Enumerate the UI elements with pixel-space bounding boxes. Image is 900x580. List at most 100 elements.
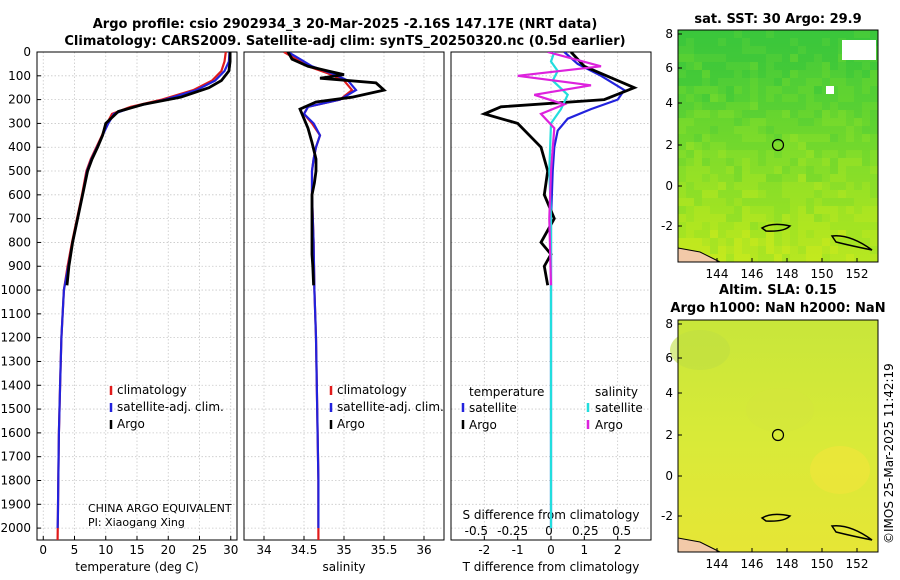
sst-pixel	[726, 118, 734, 126]
sst-pixel	[718, 62, 726, 70]
map-x-tick-label: 146	[741, 267, 764, 281]
sst-pixel	[798, 190, 806, 198]
sst-pixel	[774, 174, 782, 182]
sst-pixel	[798, 230, 806, 238]
sst-pixel	[822, 62, 830, 70]
sst-pixel	[806, 62, 814, 70]
sst-pixel	[790, 190, 798, 198]
sst-pixel	[830, 126, 838, 134]
sst-pixel	[774, 214, 782, 222]
sst-pixel	[726, 78, 734, 86]
sst-pixel	[790, 110, 798, 118]
sst-pixel	[790, 142, 798, 150]
sst-pixel	[822, 30, 830, 38]
sst-pixel	[694, 246, 702, 254]
sst-pixel	[702, 38, 710, 46]
sst-pixel	[734, 206, 742, 214]
sst-pixel	[870, 94, 878, 102]
sst-pixel	[718, 70, 726, 78]
sst-pixel	[686, 86, 694, 94]
sst-pixel	[814, 38, 822, 46]
sst-pixel	[854, 158, 862, 166]
sst-pixel	[734, 182, 742, 190]
sst-pixel	[742, 134, 750, 142]
map-x-tick-label: 144	[706, 557, 729, 571]
sst-pixel	[742, 190, 750, 198]
legend-label: climatology	[337, 383, 407, 397]
sst-pixel	[822, 110, 830, 118]
sst-pixel	[742, 46, 750, 54]
sst-pixel	[862, 70, 870, 78]
sst-pixel	[822, 126, 830, 134]
sst-pixel	[686, 38, 694, 46]
y-tick-label: 500	[8, 164, 31, 178]
sst-pixel	[870, 166, 878, 174]
sst-pixel	[838, 182, 846, 190]
sst-pixel	[686, 54, 694, 62]
sst-pixel	[846, 254, 854, 262]
sst-pixel	[822, 102, 830, 110]
sst-pixel	[790, 78, 798, 86]
sst-pixel	[814, 158, 822, 166]
sst-pixel	[870, 182, 878, 190]
y-tick-label: 1300	[0, 354, 31, 368]
sst-pixel	[774, 86, 782, 94]
sst-pixel	[814, 166, 822, 174]
sst-pixel	[870, 198, 878, 206]
sst-pixel	[710, 150, 718, 158]
sst-pixel	[742, 158, 750, 166]
sst-pixel	[846, 70, 854, 78]
legend-label: satellite	[469, 401, 517, 415]
sst-pixel	[854, 94, 862, 102]
legend-label: satellite-adj. clim.	[117, 400, 224, 414]
sst-pixel	[718, 102, 726, 110]
sst-pixel	[862, 118, 870, 126]
pi-label: PI: Xiaogang Xing	[88, 516, 185, 529]
sst-pixel	[694, 54, 702, 62]
sst-pixel	[846, 118, 854, 126]
sst-pixel	[742, 238, 750, 246]
sst-pixel	[838, 206, 846, 214]
map-x-tick-label: 148	[776, 267, 799, 281]
sst-pixel	[774, 230, 782, 238]
sst-pixel	[814, 246, 822, 254]
sst-pixel	[758, 214, 766, 222]
map-y-tick-label: 8	[665, 27, 673, 41]
sst-pixel	[838, 166, 846, 174]
sst-pixel	[710, 142, 718, 150]
sst-pixel	[806, 126, 814, 134]
sst-pixel	[750, 38, 758, 46]
sst-pixel	[854, 166, 862, 174]
sst-pixel	[798, 102, 806, 110]
x-tick-label: 5	[71, 543, 79, 557]
sst-pixel	[694, 102, 702, 110]
sst-pixel	[766, 30, 774, 38]
sst-pixel	[862, 222, 870, 230]
sst-pixel	[846, 206, 854, 214]
sst-pixel	[686, 166, 694, 174]
sst-pixel	[750, 230, 758, 238]
sst-pixel	[702, 198, 710, 206]
sst-pixel	[726, 150, 734, 158]
sst-pixel	[862, 62, 870, 70]
sst-pixel	[758, 182, 766, 190]
sst-pixel	[854, 126, 862, 134]
sst-pixel	[710, 158, 718, 166]
x-tick-label: 10	[98, 543, 113, 557]
sst-pixel	[718, 134, 726, 142]
sst-pixel	[830, 190, 838, 198]
sst-pixel	[774, 190, 782, 198]
sst-pixel	[838, 62, 846, 70]
sst-pixel	[742, 110, 750, 118]
sst-pixel	[774, 182, 782, 190]
sst-pixel	[846, 214, 854, 222]
sst-pixel	[766, 62, 774, 70]
sst-pixel	[854, 182, 862, 190]
imos-timestamp: ©IMOS 25-Mar-2025 11:42:19	[882, 363, 896, 544]
sst-coastline	[830, 235, 873, 251]
sst-pixel	[806, 30, 814, 38]
sst-pixel	[806, 110, 814, 118]
sst-pixel	[814, 118, 822, 126]
sst-pixel	[734, 230, 742, 238]
sla-map-axes: 144 146 148 150 152 8 6 4 2 0 -2	[661, 317, 868, 571]
